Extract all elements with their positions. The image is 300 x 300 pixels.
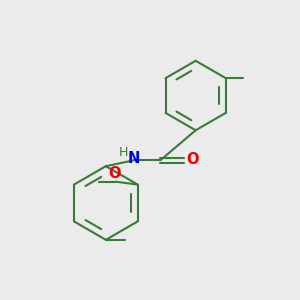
Text: H: H — [119, 146, 128, 159]
Text: N: N — [128, 151, 140, 166]
Text: O: O — [186, 152, 198, 167]
Text: O: O — [108, 166, 120, 181]
